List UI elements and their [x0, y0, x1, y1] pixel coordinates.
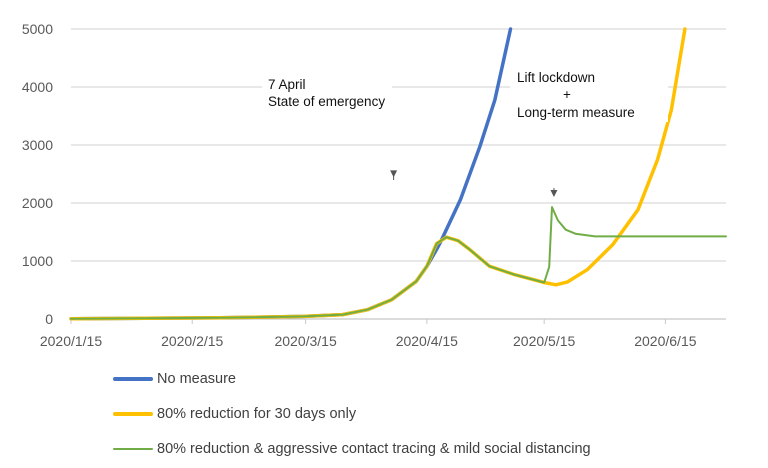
legend-swatch: [113, 412, 153, 416]
annotation-line: Lift lockdown: [517, 70, 595, 85]
arrow-head-icon: [390, 170, 398, 178]
arrow-head-icon: [550, 190, 558, 198]
legend-item-contact-tracing: 80% reduction & aggressive contact traci…: [113, 441, 591, 457]
annotation-lift-lockdown: Lift lockdown + Long-term measure: [510, 64, 668, 122]
x-tick-label: 2020/3/15: [274, 333, 336, 349]
legend-swatch: [113, 447, 153, 451]
gridlines: [70, 28, 726, 324]
y-tick-label: 3000: [22, 137, 53, 153]
legend-swatch: [113, 377, 153, 381]
series-line-1: [69, 27, 513, 321]
y-tick-label: 2000: [22, 195, 53, 211]
annotation-background: [510, 64, 668, 122]
series-line-3: [70, 206, 727, 320]
y-tick-label: 4000: [22, 79, 53, 95]
x-tick-label: 2020/1/15: [40, 333, 102, 349]
legend-label: 80% reduction for 30 days only: [157, 406, 357, 422]
y-tick-label: 5000: [22, 21, 53, 37]
y-tick-label: 0: [45, 311, 53, 327]
y-axis-ticks: 0 1000 2000 3000 4000 5000: [22, 21, 53, 327]
x-tick-label: 2020/4/15: [396, 333, 458, 349]
annotation-arrows: [390, 170, 558, 198]
legend-item-no-measure: No measure: [113, 371, 236, 387]
legend-label: No measure: [157, 371, 236, 387]
x-tick-label: 2020/6/15: [634, 333, 696, 349]
legend-label: 80% reduction & aggressive contact traci…: [157, 441, 591, 457]
annotation-background: [262, 74, 392, 116]
x-tick-label: 2020/5/15: [513, 333, 575, 349]
annotation-line: Long-term measure: [517, 105, 635, 120]
series-lines: [69, 27, 727, 321]
annotation-line: +: [563, 87, 571, 102]
x-axis-ticks: 2020/1/15 2020/2/15 2020/3/15 2020/4/15 2020…: [40, 333, 697, 349]
x-tick-label: 2020/2/15: [161, 333, 223, 349]
annotation-line: 7 April: [268, 77, 306, 92]
y-tick-label: 1000: [22, 253, 53, 269]
legend-item-80-reduction: 80% reduction for 30 days only: [113, 406, 356, 422]
annotation-state-of-emergency: 7 April State of emergency: [262, 74, 392, 116]
annotation-line: State of emergency: [268, 94, 385, 109]
